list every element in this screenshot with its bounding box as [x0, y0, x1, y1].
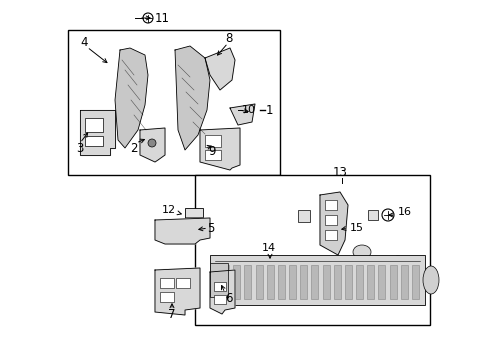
- Bar: [209, 263, 227, 297]
- Bar: [160, 292, 174, 302]
- Text: 11: 11: [155, 12, 170, 24]
- Bar: [300, 265, 306, 299]
- Text: 7: 7: [168, 309, 175, 321]
- Circle shape: [148, 139, 156, 147]
- Polygon shape: [319, 192, 347, 255]
- Bar: [85, 118, 103, 132]
- Bar: [160, 278, 174, 288]
- Bar: [233, 265, 240, 299]
- Bar: [344, 265, 351, 299]
- Bar: [266, 265, 273, 299]
- Bar: [244, 265, 251, 299]
- Polygon shape: [155, 218, 209, 244]
- Bar: [209, 255, 424, 305]
- Text: 9: 9: [207, 144, 215, 158]
- Bar: [325, 230, 336, 240]
- Ellipse shape: [390, 256, 404, 268]
- Text: 14: 14: [262, 243, 276, 253]
- Bar: [184, 208, 203, 226]
- Bar: [311, 265, 318, 299]
- Text: 12: 12: [162, 205, 176, 215]
- Text: 1: 1: [265, 104, 273, 117]
- Bar: [366, 265, 373, 299]
- Ellipse shape: [422, 266, 438, 294]
- Bar: [176, 278, 190, 288]
- Bar: [325, 200, 336, 210]
- Bar: [255, 265, 262, 299]
- Bar: [297, 210, 309, 222]
- Bar: [214, 295, 225, 304]
- Bar: [325, 215, 336, 225]
- Polygon shape: [115, 48, 148, 148]
- Text: 16: 16: [397, 207, 411, 217]
- Text: 2: 2: [130, 141, 137, 154]
- Text: 15: 15: [349, 223, 363, 233]
- Bar: [195, 175, 429, 325]
- Text: 10: 10: [242, 105, 256, 115]
- Text: 3: 3: [76, 141, 83, 154]
- Text: 6: 6: [224, 292, 232, 305]
- Bar: [400, 265, 407, 299]
- Bar: [214, 282, 225, 291]
- Bar: [367, 210, 377, 220]
- Bar: [68, 30, 280, 175]
- Polygon shape: [175, 46, 209, 150]
- Bar: [204, 135, 221, 147]
- Text: 4: 4: [80, 36, 87, 49]
- Polygon shape: [200, 128, 240, 170]
- Polygon shape: [140, 128, 164, 162]
- Bar: [333, 265, 340, 299]
- Bar: [389, 265, 396, 299]
- Bar: [322, 265, 329, 299]
- Bar: [222, 265, 228, 299]
- Polygon shape: [155, 268, 200, 315]
- Polygon shape: [209, 270, 235, 314]
- Polygon shape: [204, 48, 235, 90]
- Text: 13: 13: [332, 166, 347, 179]
- Bar: [288, 265, 295, 299]
- Bar: [411, 265, 418, 299]
- Bar: [355, 265, 363, 299]
- Bar: [277, 265, 285, 299]
- Polygon shape: [229, 104, 254, 125]
- Bar: [85, 136, 103, 146]
- Bar: [378, 265, 385, 299]
- Bar: [204, 150, 221, 160]
- Ellipse shape: [352, 245, 370, 259]
- Text: 5: 5: [206, 221, 214, 234]
- Polygon shape: [80, 110, 115, 155]
- Text: 8: 8: [224, 32, 232, 45]
